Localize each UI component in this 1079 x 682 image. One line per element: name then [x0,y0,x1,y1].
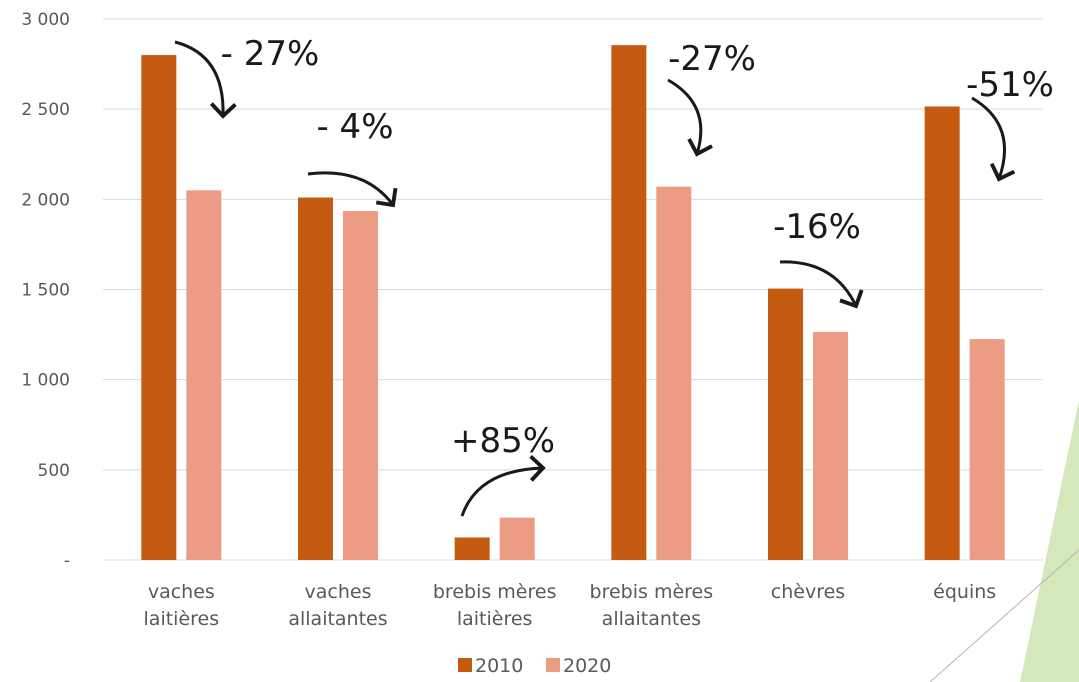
y-tick-label: 1 000 [21,371,70,391]
change-arrow [779,260,864,309]
bar-2020-4 [813,331,848,560]
x-tick-label: équins [933,581,996,603]
legend: 2010 2020 [458,655,611,677]
change-label: - 4% [316,107,393,147]
bar-2020-5 [969,339,1005,560]
y-tick-label: 3 000 [21,10,70,30]
corner-decoration [929,400,1079,682]
x-tick-label: chèvres [771,581,845,603]
change-annotations: - 27% - 4% +85% -27% -16% -51% [174,34,1054,517]
y-tick-label: 500 [38,461,70,481]
legend-label: 2010 [475,655,523,677]
change-arrow [667,78,713,157]
bar-2020-1 [343,211,378,560]
bar-2010-2 [454,537,490,560]
y-axis: - 500 1 000 1 500 2 000 2 500 3 000 [21,10,70,571]
y-tick-label: 2 000 [21,190,70,210]
bar-2010-4 [768,288,803,560]
legend-swatch-2010 [458,658,472,672]
x-tick-label: vaches laitières [144,581,220,630]
x-tick-label: brebis mères laitières [433,581,557,630]
y-tick-label: - [64,551,70,571]
bar-2020-0 [186,190,222,561]
bar-2010-3 [611,45,647,561]
bar-2020-2 [499,517,535,560]
legend-swatch-2020 [546,658,560,672]
y-tick-label: 1 500 [21,281,70,301]
x-tick-label: brebis mères allaitantes [590,581,714,630]
gridlines [103,18,1043,561]
change-arrow [971,96,1016,182]
change-label: -16% [773,207,861,247]
bar-2010-1 [298,197,333,560]
x-tick-label: vaches allaitantes [288,581,387,630]
legend-label: 2020 [563,655,611,677]
change-label: - 27% [221,34,320,74]
bar-2010-0 [141,55,177,561]
change-arrow [307,171,398,208]
change-label: -51% [966,65,1054,105]
y-tick-label: 2 500 [21,100,70,120]
change-label: +85% [451,421,555,461]
change-arrow [460,454,546,517]
bars [141,45,1005,561]
change-arrow [174,40,237,119]
bar-2010-5 [924,106,960,560]
bar-2020-3 [656,186,692,560]
change-label: -27% [668,39,756,79]
x-axis: vaches laitières vaches allaitantes brebis m… [144,581,997,630]
